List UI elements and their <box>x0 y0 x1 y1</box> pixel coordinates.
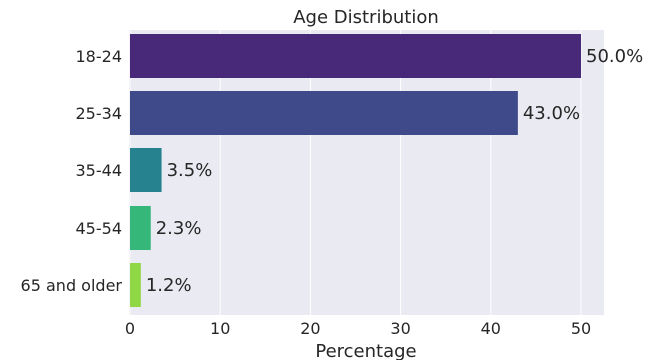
bar <box>130 34 581 78</box>
bar <box>130 263 141 307</box>
bar-value-label: 43.0% <box>523 103 580 124</box>
x-axis-label: Percentage <box>315 341 416 360</box>
category-label: 65 and older <box>21 276 123 295</box>
category-labels: 18-24 25-34 35-44 45-54 65 and older <box>21 47 123 295</box>
category-label: 25-34 <box>76 104 123 123</box>
bar <box>130 91 518 135</box>
x-tick-labels: 0 10 20 30 40 50 <box>125 319 591 338</box>
data-labels: 50.0% 43.0% 3.5% 2.3% 1.2% <box>146 46 643 296</box>
x-tick-label: 40 <box>481 319 501 338</box>
category-label: 45-54 <box>76 219 123 238</box>
x-tick-label: 30 <box>390 319 410 338</box>
x-tick-label: 50 <box>571 319 591 338</box>
bar-value-label: 2.3% <box>156 218 202 239</box>
chart-title: Age Distribution <box>293 7 439 28</box>
category-label: 18-24 <box>76 47 123 66</box>
bars <box>130 34 581 307</box>
bar-value-label: 50.0% <box>586 46 643 67</box>
x-tick-label: 20 <box>300 319 320 338</box>
bar <box>130 206 151 250</box>
bar <box>130 148 162 192</box>
x-tick-label: 10 <box>210 319 230 338</box>
bar-value-label: 3.5% <box>167 160 213 181</box>
category-label: 35-44 <box>76 161 123 180</box>
x-tick-label: 0 <box>125 319 135 338</box>
bar-value-label: 1.2% <box>146 275 192 296</box>
